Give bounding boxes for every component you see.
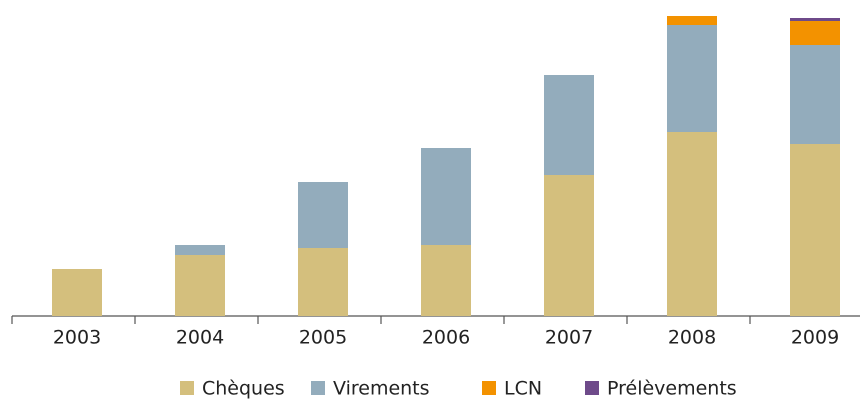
x-tick-label: 2005 bbox=[299, 327, 347, 349]
bar-segment bbox=[175, 255, 225, 316]
bar-segment bbox=[298, 182, 348, 248]
x-tick-label: 2006 bbox=[422, 327, 470, 349]
legend-swatch bbox=[482, 381, 496, 395]
legend-label: Chèques bbox=[202, 378, 285, 400]
x-tick-label: 2009 bbox=[791, 327, 839, 349]
bar-segment bbox=[52, 269, 102, 316]
bar-segment bbox=[298, 248, 348, 316]
bar-segment bbox=[667, 25, 717, 132]
bar-segment bbox=[175, 245, 225, 255]
bar-segment bbox=[790, 144, 840, 316]
bar-segment bbox=[544, 75, 594, 175]
x-tick-label: 2008 bbox=[668, 327, 716, 349]
bar-segment bbox=[790, 21, 840, 45]
x-tick-label: 2007 bbox=[545, 327, 593, 349]
bar-segment bbox=[667, 132, 717, 316]
legend-label: Prélèvements bbox=[607, 378, 737, 400]
legend-swatch bbox=[180, 381, 194, 395]
bar-segment bbox=[421, 245, 471, 316]
legend-label: LCN bbox=[504, 378, 542, 400]
legend-swatch bbox=[311, 381, 325, 395]
x-tick-label: 2003 bbox=[53, 327, 101, 349]
x-tick-label: 2004 bbox=[176, 327, 224, 349]
bar-segment bbox=[667, 16, 717, 25]
legend-label: Virements bbox=[333, 378, 430, 400]
bar-segment bbox=[790, 45, 840, 144]
bar-segment bbox=[421, 148, 471, 245]
bar-segment bbox=[790, 18, 840, 21]
legend-swatch bbox=[585, 381, 599, 395]
bar-segment bbox=[544, 175, 594, 316]
